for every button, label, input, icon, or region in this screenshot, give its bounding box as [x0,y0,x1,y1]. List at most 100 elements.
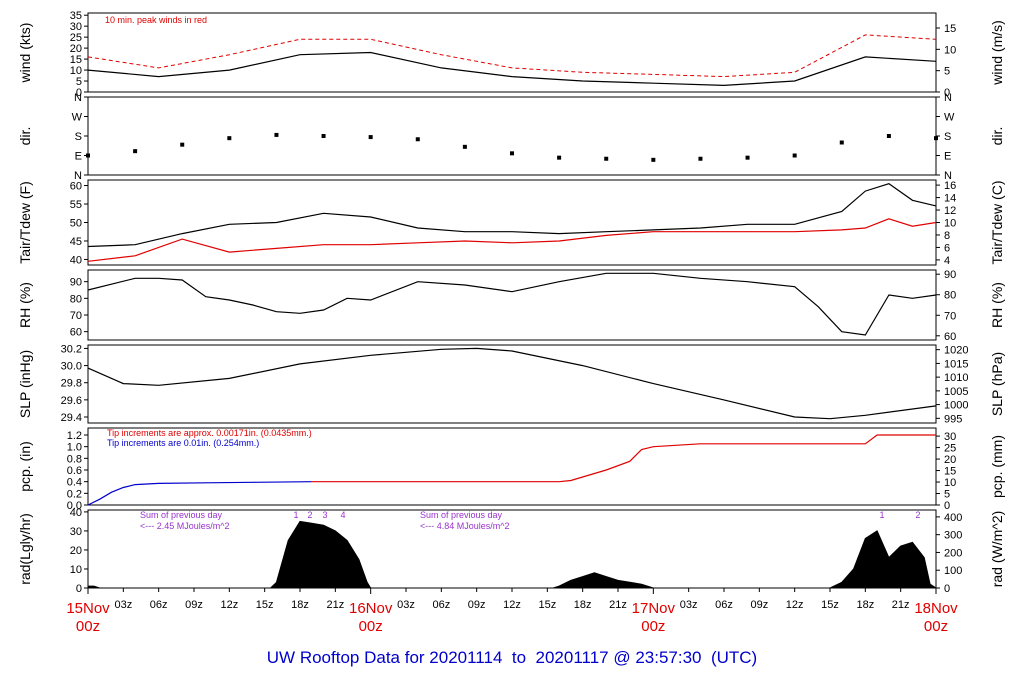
right-tick-label: 10 [944,44,956,56]
x-tick-label: 06z [432,599,450,611]
pcp-note: Tip increments are 0.01in. (0.254mm.) [107,438,259,448]
left-tick-label: N [74,92,82,104]
rad-peak-label: 4 [340,510,345,520]
y-axis-label-left: wind (kts) [17,23,33,84]
left-tick-label: 29.6 [61,395,82,407]
left-tick-label: 29.8 [61,378,82,390]
rad-peak-label: 1 [879,510,884,520]
right-tick-label: 20 [944,454,956,466]
right-tick-label: 300 [944,530,962,542]
series-point-dir [698,156,703,161]
right-tick-label: 60 [944,331,956,343]
y-axis-label-left: rad(Lgly/hr) [17,513,33,585]
x-tick-label: 15z [538,599,556,611]
left-tick-label: 20 [70,545,82,557]
series-point-dir [227,136,232,141]
x-tick-label: 15z [256,599,274,611]
right-tick-label: 1000 [944,400,968,412]
x-tick-label: 09z [185,599,203,611]
wind-annotation: 10 min. peak winds in red [105,15,207,25]
rad-peak-label: 2 [915,510,920,520]
x-tick-label: 18z [291,599,309,611]
title-to: to [502,648,536,667]
left-tick-label: 0.8 [67,453,82,465]
right-tick-label: 25 [944,443,956,455]
panel-frame-wind [87,12,937,93]
right-tick-label: 8 [944,230,950,242]
right-tick-label: 15 [944,23,956,35]
y-axis-label-right: dir. [989,127,1005,146]
left-tick-label: S [75,131,82,143]
right-tick-label: 16 [944,180,956,192]
title-end-date: 20201117 @ 23:57:30 [535,648,702,667]
x-tick-label: 03z [680,599,698,611]
series-point-dir [86,153,90,158]
right-tick-label: 400 [944,512,962,524]
right-tick-label: 200 [944,547,962,559]
series-point-dir [510,151,514,156]
y-axis-label-right: Tair/Tdew (C) [989,180,1005,264]
series-point-dir [133,149,138,154]
left-tick-label: 0.6 [67,465,82,477]
x-tick-label: 06z [150,599,168,611]
panel-frame-slp [87,344,937,424]
rad-peak-label: 3 [322,510,327,520]
left-tick-label: 90 [70,277,82,289]
right-tick-label: 100 [944,565,962,577]
right-tick-label: 10 [944,218,956,230]
series-line-rh-0 [87,272,937,336]
left-tick-label: 1.2 [67,430,82,442]
series-point-dir [604,156,609,161]
x-day-label-hour: 00z [641,618,665,635]
series-line-pcp-0 [87,481,312,506]
x-tick-label: 12z [786,599,804,611]
right-tick-label: 0 [944,500,950,512]
panel-frame-rh [87,269,937,341]
left-tick-label: 0 [76,87,82,99]
right-tick-label: 15 [944,466,956,478]
right-tick-label: 5 [944,489,950,501]
left-tick-label: 10 [70,65,82,77]
series-line-temp-1 [87,218,937,262]
right-tick-label: 70 [944,310,956,322]
y-axis-label-left: dir. [17,127,33,146]
left-tick-label: 0 [76,583,82,595]
y-axis-label-left: SLP (inHg) [17,350,33,418]
y-axis-label-left: Tair/Tdew (F) [17,181,33,263]
x-tick-label: 12z [503,599,521,611]
x-day-label-date: 16Nov [349,600,393,617]
series-point-dir [368,135,373,140]
left-tick-label: 45 [70,236,82,248]
left-tick-label: 30.0 [61,361,82,373]
panel-frame-dir [87,96,937,176]
right-tick-label: S [944,131,951,143]
series-point-dir [839,140,844,145]
left-tick-label: 30 [70,526,82,538]
left-tick-label: 40 [70,254,82,266]
left-tick-label: 1.0 [67,442,82,454]
left-tick-label: 60 [70,327,82,339]
rad-note-line2: <--- 2.45 MJoules/m^2 [140,521,230,531]
left-tick-label: 0.4 [67,477,82,489]
right-tick-label: N [944,92,952,104]
right-tick-label: 0 [944,87,950,99]
x-day-label-date: 18Nov [914,600,958,617]
series-line-slp-0 [87,347,937,420]
pcp-note: Tip increments are approx. 0.00171in. (0… [107,428,312,438]
x-tick-label: 21z [609,599,627,611]
x-tick-label: 21z [892,599,910,611]
right-tick-label: 4 [944,255,950,267]
x-day-label-date: 17Nov [632,600,676,617]
series-point-dir [886,134,891,138]
left-tick-label: 70 [70,310,82,322]
title-timezone: (UTC) [701,648,758,667]
title-start-date: 20201114 [429,648,503,667]
y-axis-label-left: pcp. (in) [17,441,33,492]
series-rad-area [87,520,938,589]
series-line-wind-0 [87,51,937,87]
y-axis-label-left: RH (%) [17,282,33,328]
y-axis-label-right: wind (m/s) [989,20,1005,86]
series-point-dir [745,155,750,160]
left-tick-label: 60 [70,181,82,193]
